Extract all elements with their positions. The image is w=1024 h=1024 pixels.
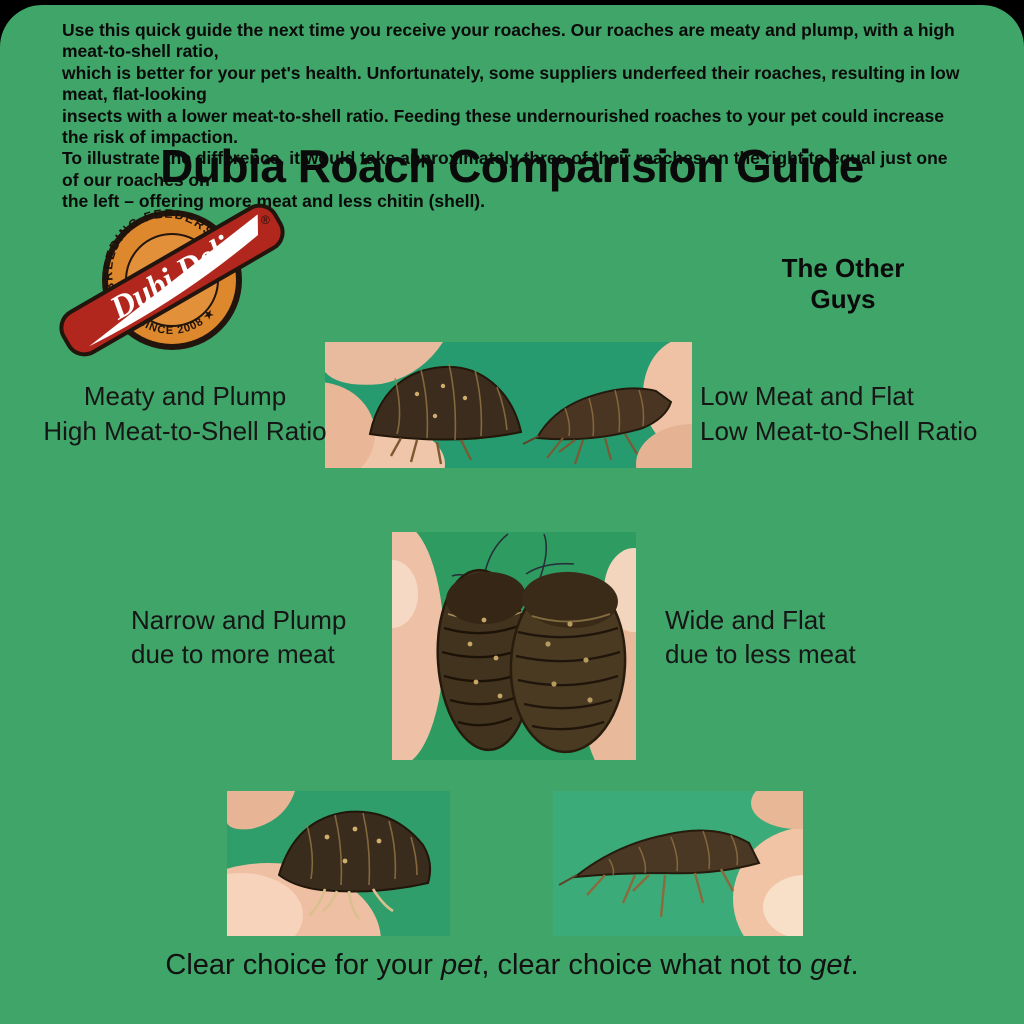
narrow-roach-top xyxy=(436,568,532,752)
label-line: Wide and Flat xyxy=(665,605,826,635)
label-line: Low Meat and Flat xyxy=(700,381,914,411)
green-card-background: Use this quick guide the next time you r… xyxy=(0,5,1024,1024)
intro-line: which is better for your pet's health. U… xyxy=(62,62,960,105)
footer-tagline: Clear choice for your pet, clear choice … xyxy=(0,949,1024,982)
footer-italic-pet: pet xyxy=(441,949,482,981)
page-title: Dubia Roach Comparision Guide xyxy=(160,140,864,192)
footer-italic-get: get xyxy=(810,949,851,981)
label-line: High Meat-to-Shell Ratio xyxy=(43,416,327,446)
finger-shape xyxy=(763,875,803,936)
dubi-deli-logo: BREEDING FEEDERS ★ SINCE 2008 ★ Dubi Del… xyxy=(59,203,285,357)
registered-trademark-symbol: ® xyxy=(261,213,270,227)
plump-roach-side xyxy=(277,810,432,920)
photo-flat-roach-side xyxy=(553,791,803,936)
label-theirs-row1: Low Meat and Flat Low Meat-to-Shell Rati… xyxy=(700,379,1000,449)
finger-shape xyxy=(325,382,375,468)
other-guys-header: The Other Guys xyxy=(718,253,968,315)
label-line: Narrow and Plump xyxy=(131,605,347,635)
label-theirs-row2: Wide and Flat due to less meat xyxy=(665,603,945,671)
intro-line: the left – offering more meat and less c… xyxy=(62,191,485,212)
dubi-deli-badge-icon: BREEDING FEEDERS ★ SINCE 2008 ★ Dubi Del… xyxy=(59,203,285,357)
finger-shape xyxy=(636,424,692,468)
intro-line: Use this quick guide the next time you r… xyxy=(62,20,955,62)
flat-roach-side xyxy=(558,829,761,918)
flat-roach-side xyxy=(522,387,673,465)
finger-shape xyxy=(227,791,295,830)
finger-shape xyxy=(325,342,443,385)
ribbon-swoosh xyxy=(89,214,259,347)
footer-text: Clear choice for your xyxy=(165,949,442,981)
label-ours-row2: Narrow and Plump due to more meat xyxy=(131,603,411,671)
finger-shape xyxy=(643,342,692,450)
label-line: Meaty and Plump xyxy=(83,381,287,411)
plump-roach-side xyxy=(368,363,523,465)
photo-top-comparison xyxy=(392,532,636,760)
footer-text: , clear choice what not to xyxy=(481,949,811,981)
finger-shape xyxy=(227,873,303,936)
finger-shape xyxy=(392,560,418,628)
label-line: due to less meat xyxy=(665,639,856,669)
footer-text: . xyxy=(850,949,859,981)
photo-plump-roach-side xyxy=(227,791,450,936)
label-line: due to more meat xyxy=(131,639,335,669)
finger-shape xyxy=(751,791,803,829)
other-guys-line2: Guys xyxy=(810,284,876,314)
other-guys-line1: The Other xyxy=(781,253,905,283)
roach-antennae xyxy=(451,533,575,581)
intro-line: insects with a lower meat-to-shell ratio… xyxy=(62,105,944,148)
intro-paragraph: Use this quick guide the next time you r… xyxy=(62,20,967,213)
photo-side-comparison xyxy=(325,342,692,468)
label-line: Low Meat-to-Shell Ratio xyxy=(700,416,978,446)
wide-roach-top xyxy=(509,571,627,754)
intro-line: To illustrate the difference, it would t… xyxy=(62,148,948,190)
label-ours-row1: Meaty and Plump High Meat-to-Shell Ratio xyxy=(40,379,330,449)
